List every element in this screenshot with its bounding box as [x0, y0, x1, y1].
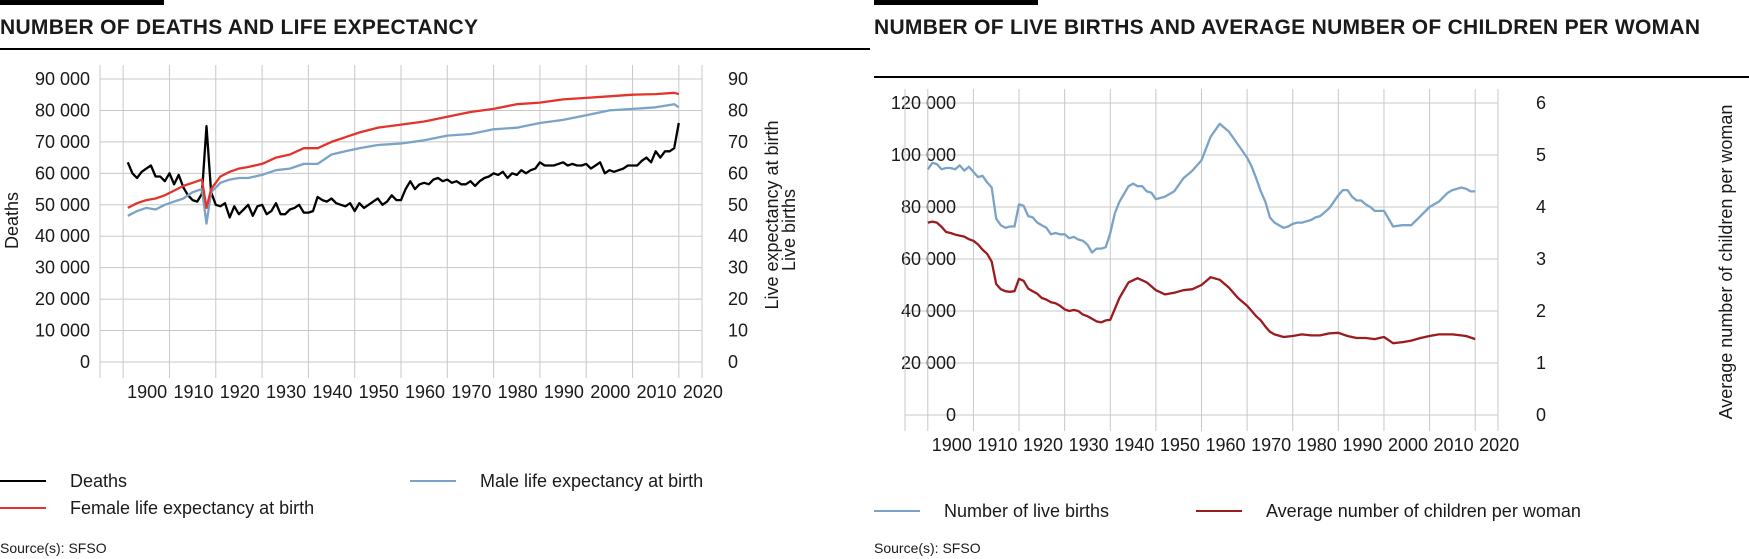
- legend-swatch: [410, 480, 456, 482]
- y-tick-label: 100 000: [891, 145, 956, 165]
- legend-label: Female life expectancy at birth: [70, 498, 315, 518]
- x-tick-label: 1940: [312, 382, 352, 402]
- legend-swatch: [874, 510, 920, 512]
- live-births-children-panel: NUMBER OF LIVE BIRTHS AND AVERAGE NUMBER…: [779, 0, 1749, 559]
- series-line-female-life-expectancy-at-birth: [127, 91, 680, 210]
- legend-label: Number of live births: [944, 501, 1110, 521]
- y2-tick-label: 40: [728, 226, 748, 246]
- chart-title: NUMBER OF DEATHS AND LIFE EXPECTANCY: [0, 16, 479, 39]
- y2-tick-label: 6: [1536, 93, 1546, 113]
- x-tick-label: 2010: [637, 382, 677, 402]
- series-line-deaths: [126, 122, 680, 219]
- y-tick-label: 80 000: [35, 100, 90, 120]
- y2-tick-label: 70: [728, 132, 748, 152]
- title-rule: [874, 76, 1749, 78]
- chart-title: NUMBER OF LIVE BIRTHS AND AVERAGE NUMBER…: [874, 16, 1701, 39]
- y-tick-label: 10 000: [35, 321, 90, 341]
- x-tick-label: 1990: [544, 382, 584, 402]
- x-tick-label: 1960: [405, 382, 445, 402]
- source-note: Source(s): SFSO: [0, 540, 107, 556]
- live-births-children-chart: 0 0 20 000 1 40 000 2 60 000 3 80 000 4 100 000 5 12…: [779, 89, 1736, 455]
- legend-label: Male life expectancy at birth: [480, 471, 704, 491]
- x-tick-label: 1900: [932, 435, 972, 455]
- y2-tick-label: 0: [728, 352, 738, 372]
- y-tick-label: 20 000: [35, 289, 90, 309]
- y2-tick-label: 5: [1536, 145, 1546, 165]
- x-tick-label: 2010: [1434, 435, 1474, 455]
- x-tick-label: 1920: [220, 382, 260, 402]
- legend-label: Average number of children per woman: [1266, 501, 1581, 521]
- y-tick-label: 20 000: [901, 353, 956, 373]
- y2-tick-label: 10: [728, 321, 748, 341]
- y2-tick-label: 3: [1536, 249, 1546, 269]
- y-tick-label: 50 000: [35, 195, 90, 215]
- y2-tick-label: 30: [728, 258, 748, 278]
- x-tick-label: 1960: [1205, 435, 1245, 455]
- x-tick-label: 1980: [1297, 435, 1337, 455]
- series-line-male-life-expectancy-at-birth: [127, 103, 680, 225]
- y2-tick-label: 50: [728, 195, 748, 215]
- y2-tick-label: 4: [1536, 197, 1546, 217]
- y-tick-label: 120 000: [891, 93, 956, 113]
- deaths-life-expectancy-chart: 0 0 10 000 10 20 000 20 30 000 30 40 000 40 50 000…: [2, 65, 782, 402]
- y2-tick-label: 80: [728, 100, 748, 120]
- y2-tick-label: 0: [1536, 405, 1546, 425]
- legend-swatch: [0, 480, 46, 482]
- y2-tick-label: 20: [728, 289, 748, 309]
- y-tick-label: 40 000: [35, 226, 90, 246]
- y-tick-label: 60 000: [901, 249, 956, 269]
- source-note: Source(s): SFSO: [874, 540, 981, 556]
- x-tick-label: 1970: [1251, 435, 1291, 455]
- y2-tick-label: 1: [1536, 353, 1546, 373]
- title-rule: [0, 48, 870, 50]
- x-tick-label: 2000: [1388, 435, 1428, 455]
- x-tick-label: 1910: [977, 435, 1017, 455]
- y-axis-title: Live births: [779, 189, 799, 271]
- x-tick-label: 1900: [127, 382, 167, 402]
- x-tick-label: 1930: [266, 382, 306, 402]
- panel-top-bar: [874, 0, 1038, 5]
- series-line-average-number-of-children-per-woman: [927, 220, 1476, 345]
- y-tick-label: 60 000: [35, 163, 90, 183]
- legend-swatch: [1196, 510, 1242, 512]
- x-tick-label: 2000: [590, 382, 630, 402]
- x-tick-label: 1950: [1160, 435, 1200, 455]
- y-tick-label: 90 000: [35, 69, 90, 89]
- panel-top-bar: [0, 0, 164, 5]
- x-tick-label: 1940: [1114, 435, 1154, 455]
- y-tick-label: 0: [80, 352, 90, 372]
- x-tick-label: 1920: [1023, 435, 1063, 455]
- series-line-number-of-live-births: [926, 122, 1476, 254]
- y2-tick-label: 90: [728, 69, 748, 89]
- legend-swatch: [0, 507, 46, 509]
- y-tick-label: 30 000: [35, 258, 90, 278]
- y2-tick-label: 2: [1536, 301, 1546, 321]
- y2-tick-label: 60: [728, 163, 748, 183]
- y-tick-label: 40 000: [901, 301, 956, 321]
- x-tick-label: 1950: [359, 382, 399, 402]
- deaths-life-expectancy-panel: NUMBER OF DEATHS AND LIFE EXPECTANCY 0 0 1…: [0, 0, 870, 559]
- y-tick-label: 70 000: [35, 132, 90, 152]
- x-tick-label: 1910: [173, 382, 213, 402]
- y-axis-title: Deaths: [2, 192, 22, 249]
- y2-axis-title: Average number of children per woman: [1716, 105, 1736, 420]
- legend-label: Deaths: [70, 471, 128, 491]
- x-tick-label: 1930: [1069, 435, 1109, 455]
- x-tick-label: 2020: [1479, 435, 1519, 455]
- y2-axis-title: Live expectancy at birth: [762, 120, 782, 309]
- x-tick-label: 1980: [498, 382, 538, 402]
- x-tick-label: 1990: [1342, 435, 1382, 455]
- x-tick-label: 2020: [683, 382, 723, 402]
- y-tick-label: 80 000: [901, 197, 956, 217]
- x-tick-label: 1970: [451, 382, 491, 402]
- y-tick-label: 0: [946, 405, 956, 425]
